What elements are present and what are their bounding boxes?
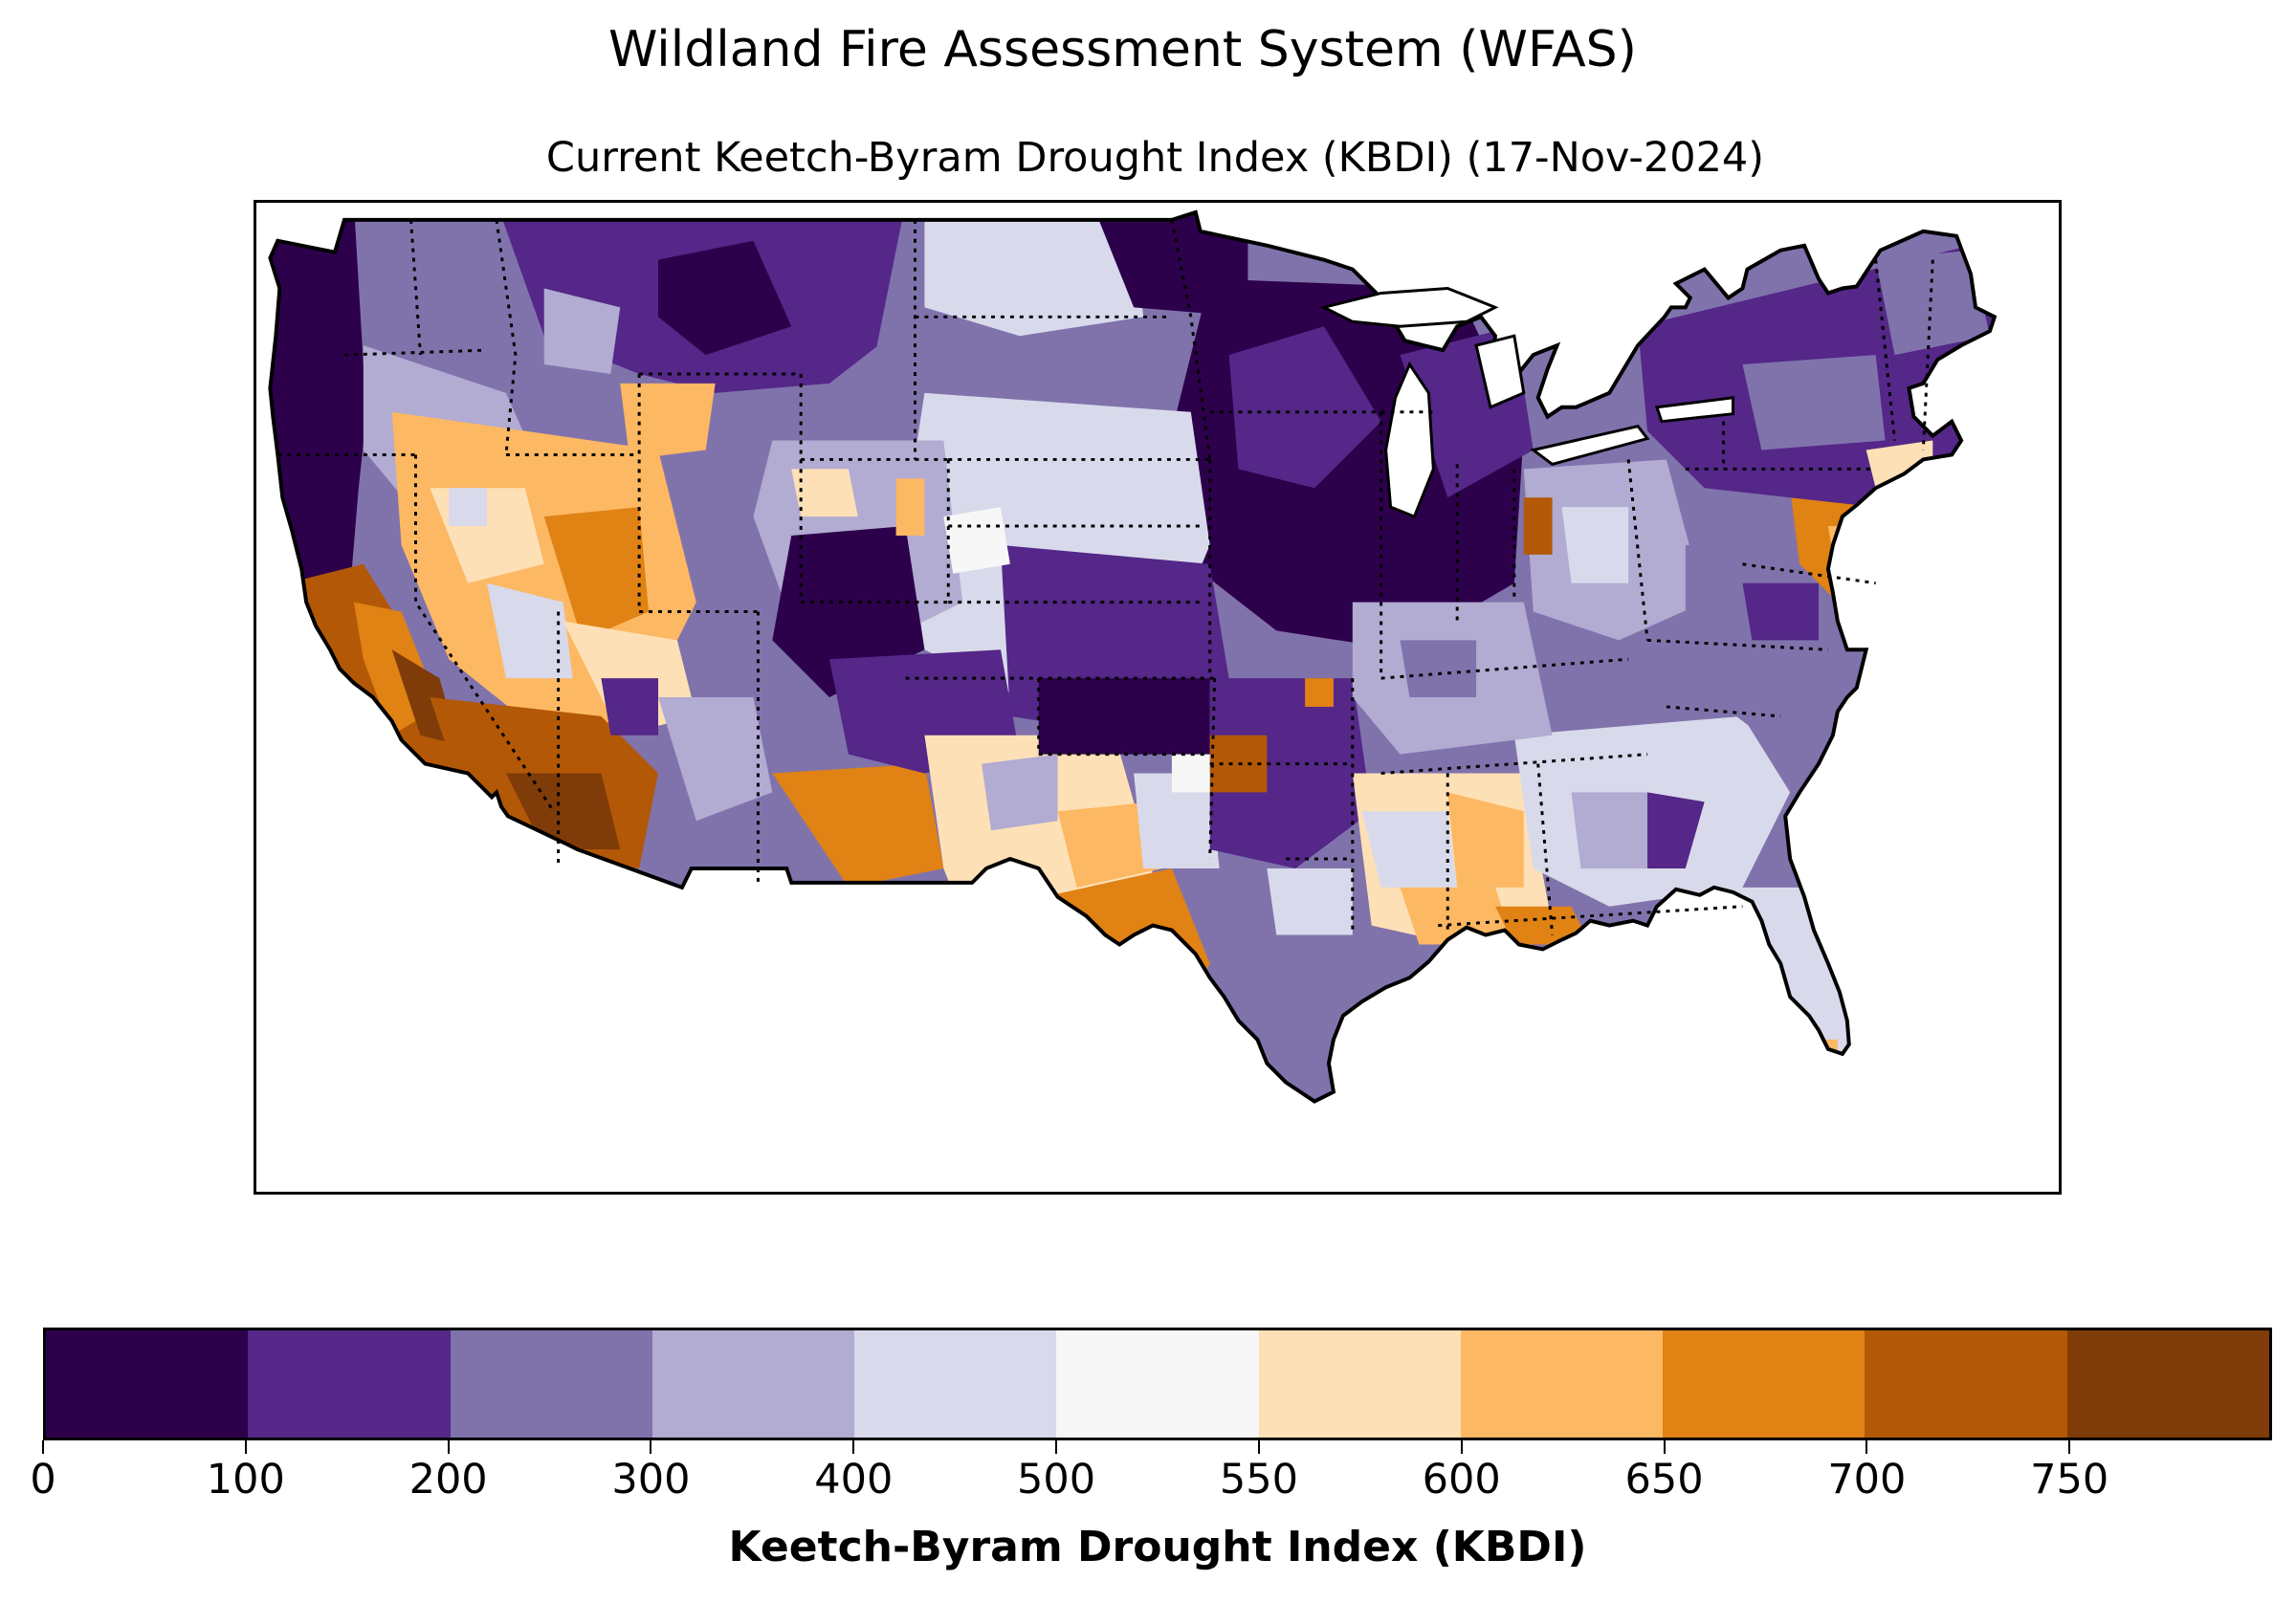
colorbar-tick — [1257, 1440, 1260, 1454]
colorbar-tick-label: 500 — [1017, 1456, 1096, 1504]
colorbar-segment — [46, 1330, 249, 1438]
colorbar-tick — [1055, 1440, 1058, 1454]
colorbar-tick-label: 600 — [1422, 1456, 1501, 1504]
colorbar-segment — [1663, 1330, 1866, 1438]
colorbar-segment — [1056, 1330, 1259, 1438]
colorbar-tick-label: 400 — [814, 1456, 894, 1504]
lake-erie — [1530, 424, 1650, 467]
colorbar-tick-label: 700 — [1827, 1456, 1907, 1504]
colorbar-segment — [2066, 1330, 2269, 1438]
colorbar-tick — [447, 1440, 450, 1454]
figure-title: Wildland Fire Assessment System (WFAS) — [608, 21, 1637, 78]
colorbar-segment — [1258, 1330, 1461, 1438]
kbdi-fill-layer — [270, 211, 1995, 1102]
map-title: Current Keetch-Byram Drought Index (KBDI… — [545, 134, 1765, 182]
colorbar-segment — [450, 1330, 652, 1438]
colorbar-segment — [1460, 1330, 1664, 1438]
colorbar-tick — [852, 1440, 855, 1454]
colorbar-tick-label: 100 — [206, 1456, 285, 1504]
colorbar-tick — [244, 1440, 247, 1454]
state-borders — [277, 219, 1934, 935]
colorbar-tick — [650, 1440, 652, 1454]
colorbar-tick — [1663, 1440, 1666, 1454]
colorbar-segment — [248, 1330, 451, 1438]
colorbar-segment — [651, 1330, 855, 1438]
lake-superior — [1319, 286, 1499, 328]
colorbar-tick — [2068, 1440, 2071, 1454]
colorbar-tick — [42, 1440, 44, 1454]
colorbar-tick — [1460, 1440, 1463, 1454]
colorbar-segment — [1865, 1330, 2067, 1438]
lake-ontario — [1654, 396, 1735, 424]
colorbar-segment — [854, 1330, 1057, 1438]
colorbar-tick-label: 650 — [1624, 1456, 1704, 1504]
colorbar-tick-label: 200 — [408, 1456, 488, 1504]
colorbar-tick-label: 750 — [2030, 1456, 2109, 1504]
lake-huron — [1474, 334, 1526, 409]
colorbar-tick — [1866, 1440, 1868, 1454]
colorbar-tick-label: 0 — [30, 1456, 56, 1504]
lake-michigan — [1384, 361, 1435, 519]
kbdi-map — [268, 209, 1997, 1104]
map-panel — [254, 200, 2062, 1195]
colorbar-tick-label: 300 — [611, 1456, 691, 1504]
colorbar-label: Keetch-Byram Drought Index (KBDI) — [728, 1523, 1587, 1571]
colorbar-tick-label: 550 — [1219, 1456, 1298, 1504]
colorbar — [43, 1328, 2272, 1440]
